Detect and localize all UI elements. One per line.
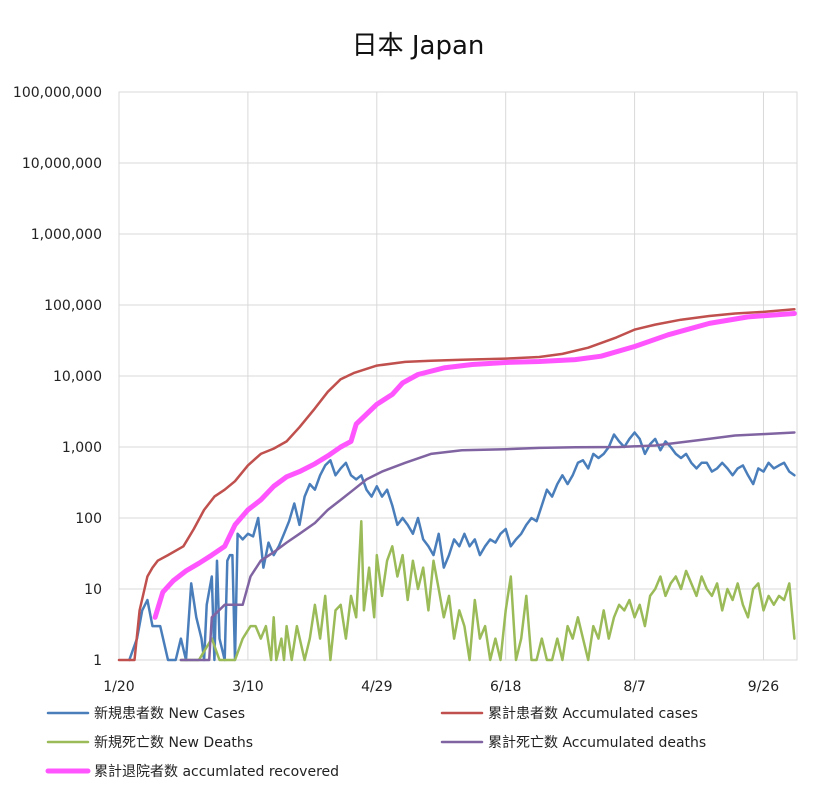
legend-item: 累計死亡数 Accumulated deaths bbox=[440, 735, 706, 751]
y-tick-label: 1,000,000 bbox=[31, 227, 102, 243]
x-tick-label: 6/18 bbox=[490, 679, 521, 695]
legend-item: 累計患者数 Accumulated cases bbox=[440, 706, 698, 722]
legend: 新規患者数 New Cases 累計患者数 Accumulated cases 新規… bbox=[45, 706, 706, 780]
series-line-1 bbox=[128, 431, 796, 662]
legend-item: 累計退院者数 accumlated recovered bbox=[45, 764, 339, 780]
x-tick-label: 3/10 bbox=[232, 679, 263, 695]
series-lines bbox=[117, 308, 797, 662]
legend-item: 新規死亡数 New Deaths bbox=[46, 735, 253, 751]
x-tick-label: 1/20 bbox=[103, 679, 134, 695]
chart-title: 日本 Japan bbox=[352, 31, 485, 61]
legend-label: 累計患者数 Accumulated cases bbox=[488, 706, 698, 722]
y-tick-label: 100 bbox=[75, 511, 102, 527]
y-tick-label: 1,000 bbox=[62, 440, 102, 456]
y-tick-label: 1 bbox=[93, 653, 102, 669]
legend-label: 累計死亡数 Accumulated deaths bbox=[488, 735, 706, 751]
series-line-2 bbox=[117, 308, 796, 662]
y-tick-label: 100,000 bbox=[44, 298, 102, 314]
series-line-5 bbox=[152, 311, 797, 620]
x-tick-label: 9/26 bbox=[748, 679, 780, 695]
x-tick-label: 8/7 bbox=[623, 679, 646, 695]
gridlines bbox=[118, 91, 798, 661]
series-line-4 bbox=[179, 431, 796, 662]
y-tick-label: 10,000 bbox=[53, 369, 102, 385]
series-line-3 bbox=[179, 519, 796, 662]
y-tick-label: 10,000,000 bbox=[22, 156, 102, 172]
y-tick-label: 100,000,000 bbox=[13, 85, 102, 101]
legend-item: 新規患者数 New Cases bbox=[46, 706, 245, 722]
y-tick-label: 10 bbox=[84, 582, 102, 598]
legend-label: 累計退院者数 accumlated recovered bbox=[94, 764, 339, 780]
axes: 1 10 100 1,000 10,000 100,000 1,000,000 10,000,… bbox=[13, 85, 779, 695]
x-tick-label: 4/29 bbox=[361, 679, 392, 695]
legend-label: 新規患者数 New Cases bbox=[94, 706, 245, 722]
legend-label: 新規死亡数 New Deaths bbox=[94, 735, 253, 751]
